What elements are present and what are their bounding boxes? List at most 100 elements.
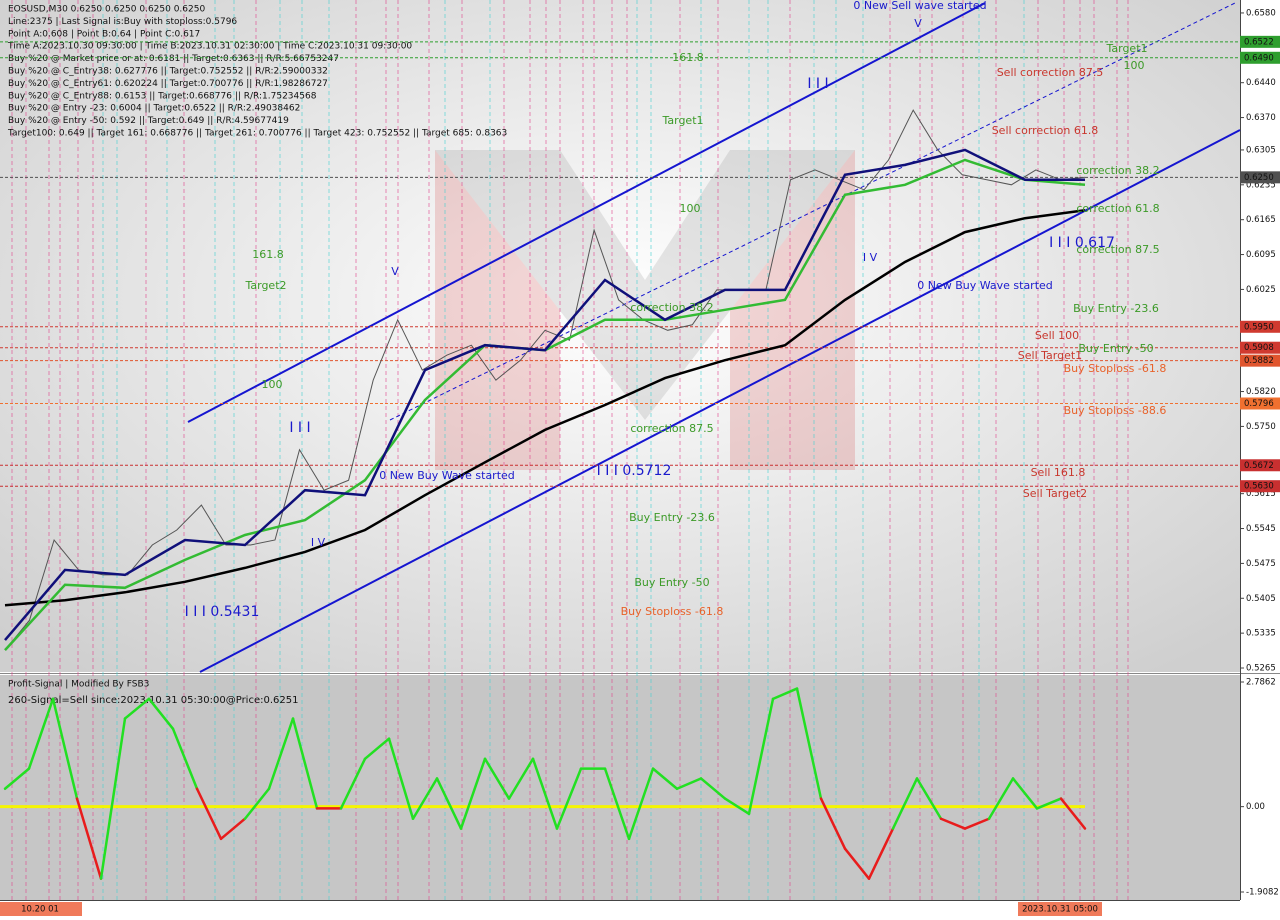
annotation: Sell correction 87.5 [997,66,1104,79]
annotation: correction 38.2 [630,301,713,314]
annotation: I V [863,251,878,264]
level-badge [1240,341,1280,354]
info-line: Buy %20 @ Entry -50: 0.592 || Target:0.6… [8,116,289,126]
moving-average [4,148,1085,641]
level-label: 0.5908 [1244,343,1274,353]
signal-segment [843,847,871,880]
level-label: 0.5672 [1244,461,1274,471]
signal-segment [723,797,751,816]
signal-segment [555,767,583,830]
signal-segment [171,727,199,791]
level-badge [1240,320,1280,333]
annotation: Sell 161.8 [1031,466,1086,479]
annotation: Sell Target2 [1023,487,1087,500]
signal-segment [3,767,31,791]
y-tick-label: 0.5405 [1246,594,1276,604]
indicator-panel [0,675,1240,900]
watermark-bar [730,150,855,470]
annotation: correction 38.2 [1076,164,1159,177]
level-badge [1240,171,1280,184]
y-tick-label: 0.5615 [1246,489,1276,499]
signal-segment [699,777,727,800]
level-label: 0.6250 [1244,173,1274,183]
level-badge [1240,480,1280,493]
y-tick-label: 0.6235 [1246,180,1276,190]
signal-segment [531,757,559,830]
signal-segment [795,687,823,800]
level-label: 0.6522 [1244,37,1274,47]
annotation: Target1 [1105,42,1147,55]
y-tick-label: 0.5265 [1246,664,1276,674]
annotation: Target2 [244,279,286,292]
annotation: I I I [807,76,828,92]
annotation: V [914,17,922,30]
watermark-bar [435,150,560,470]
signal-segment [219,817,247,841]
annotation: correction 87.5 [1076,243,1159,256]
annotation: 100 [680,202,701,215]
time-badge [0,902,82,916]
signal-segment [387,737,415,820]
signal-segment [75,797,103,880]
y-tick-label: 0.5750 [1246,422,1276,432]
signal-segment [1059,797,1087,830]
annotation: 0 New Buy Wave started [917,279,1053,292]
signal-segment [243,787,271,820]
level-label: 0.5630 [1244,482,1274,492]
annotation: Buy Entry -23.6 [629,511,715,524]
signal-segment [627,767,655,841]
indicator-subtitle: 260-Signal=Sell since:2023.10.31 05:30:0… [8,695,298,706]
annotation: Buy Entry -23.6 [1073,302,1159,315]
y-tick-label: 2.7862 [1246,678,1276,688]
y-tick-label: 0.6095 [1246,250,1276,260]
signal-segment [963,817,991,830]
signal-segment [1035,797,1063,810]
annotation: I I I 0.5431 [185,604,260,620]
y-tick-label: 0.5475 [1246,559,1276,569]
y-tick-label: 0.5545 [1246,524,1276,534]
channel-middle [389,2,1236,421]
signal-segment [267,717,295,791]
signal-segment [891,777,919,830]
annotation: 0 New Buy Wave started [379,469,515,482]
watermark-v [435,150,855,420]
annotation: 161.8 [252,248,284,261]
annotation: Buy Stoploss -88.6 [1064,404,1167,417]
annotation: Buy Stoploss -61.8 [621,605,724,618]
signal-segment [147,697,175,731]
info-line: Time A:2023.10.30 09:30:00 | Time B:2023… [7,42,412,52]
info-line: Buy %20 @ C_Entry88: 0.6153 || Target:0.… [8,91,317,101]
signal-segment [651,767,679,791]
signal-segment [459,757,487,830]
y-tick-label: 0.5820 [1246,387,1276,397]
annotation: 100 [262,378,283,391]
annotation: Buy Entry -50 [634,576,709,589]
annotation: I I I [289,420,310,436]
y-tick-label: 0.6305 [1246,145,1276,155]
channel-upper [187,2,986,423]
info-line: Point A:0.608 | Point B:0.64 | Point C:0… [8,29,200,39]
info-line: Line:2375 | Last Signal is:Buy with stop… [8,17,237,27]
signal-segment [507,757,535,800]
price-chart: 0.6580 0.6440 0.6370 0.6305 0.6235 0.6165 0.60… [0,0,1280,674]
channel-lower [199,129,1241,673]
y-tick-label: 0.5335 [1246,629,1276,639]
signal-segment [435,777,463,830]
annotation: 161.8 [672,51,704,64]
vertical-markers [11,0,1129,900]
main-panel [0,0,1240,672]
y-tick-label: 0.6025 [1246,285,1276,295]
annotation: correction 61.8 [1076,202,1159,215]
watermark [435,150,855,470]
level-label: 0.6490 [1244,53,1274,63]
level-badge [1240,354,1280,367]
signal-segment [291,717,319,810]
signal-segment [483,757,511,800]
level-label: 0.5796 [1244,399,1274,409]
signal-segment [987,777,1015,820]
annotation: correction 87.5 [630,422,713,435]
y-tick-label: 0.6580 [1246,8,1276,18]
signal-segment [123,697,151,720]
